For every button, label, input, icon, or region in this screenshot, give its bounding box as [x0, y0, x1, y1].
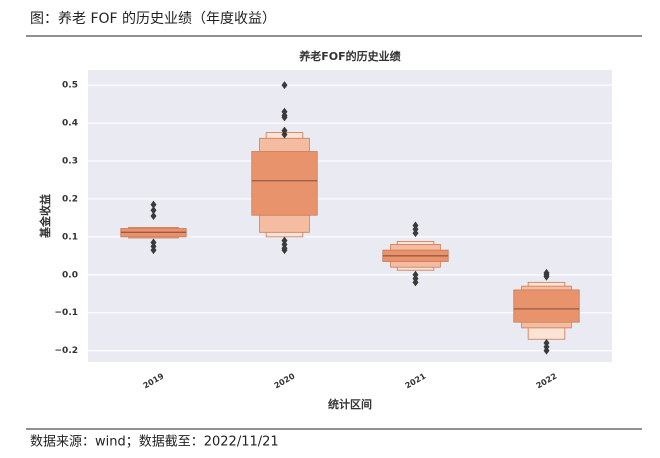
outlier — [150, 212, 157, 220]
y-tick-label: 0.3 — [62, 157, 78, 167]
letter-value-box — [513, 289, 580, 323]
outlier — [412, 229, 419, 238]
outlier — [281, 130, 288, 139]
letter-value-box — [251, 151, 318, 216]
y-tick-label: 0.2 — [62, 194, 78, 204]
outlier — [150, 200, 157, 209]
x-tick-label: 2020 — [273, 371, 297, 390]
y-tick-label: 0.5 — [62, 81, 78, 91]
x-axis-label: 统计区间 — [328, 397, 372, 411]
y-tick-label: 0.4 — [62, 119, 78, 129]
y-tick-label: −0.1 — [55, 308, 78, 318]
header: 图：养老 FOF 的历史业绩（年度收益） — [30, 11, 276, 27]
x-tick-label: 2022 — [535, 372, 559, 391]
outlier — [150, 246, 157, 255]
y-tick-label: −0.2 — [55, 346, 78, 356]
x-tick-label: 2021 — [404, 371, 428, 390]
outlier — [150, 206, 157, 215]
outlier — [412, 278, 419, 287]
outlier — [281, 113, 288, 122]
y-tick-label: 0.0 — [62, 270, 78, 280]
outlier — [543, 272, 550, 281]
chart-title: 养老FOF的历史业绩 — [298, 49, 400, 63]
y-tick-label: 0.1 — [62, 232, 78, 242]
footer: 数据来源：wind；数据截至：2022/11/21 — [30, 435, 279, 450]
outlier — [543, 346, 550, 355]
y-axis-label: 基金收益 — [38, 194, 52, 239]
x-tick-label: 2019 — [142, 371, 166, 390]
outlier — [281, 246, 288, 255]
outlier — [281, 81, 288, 90]
